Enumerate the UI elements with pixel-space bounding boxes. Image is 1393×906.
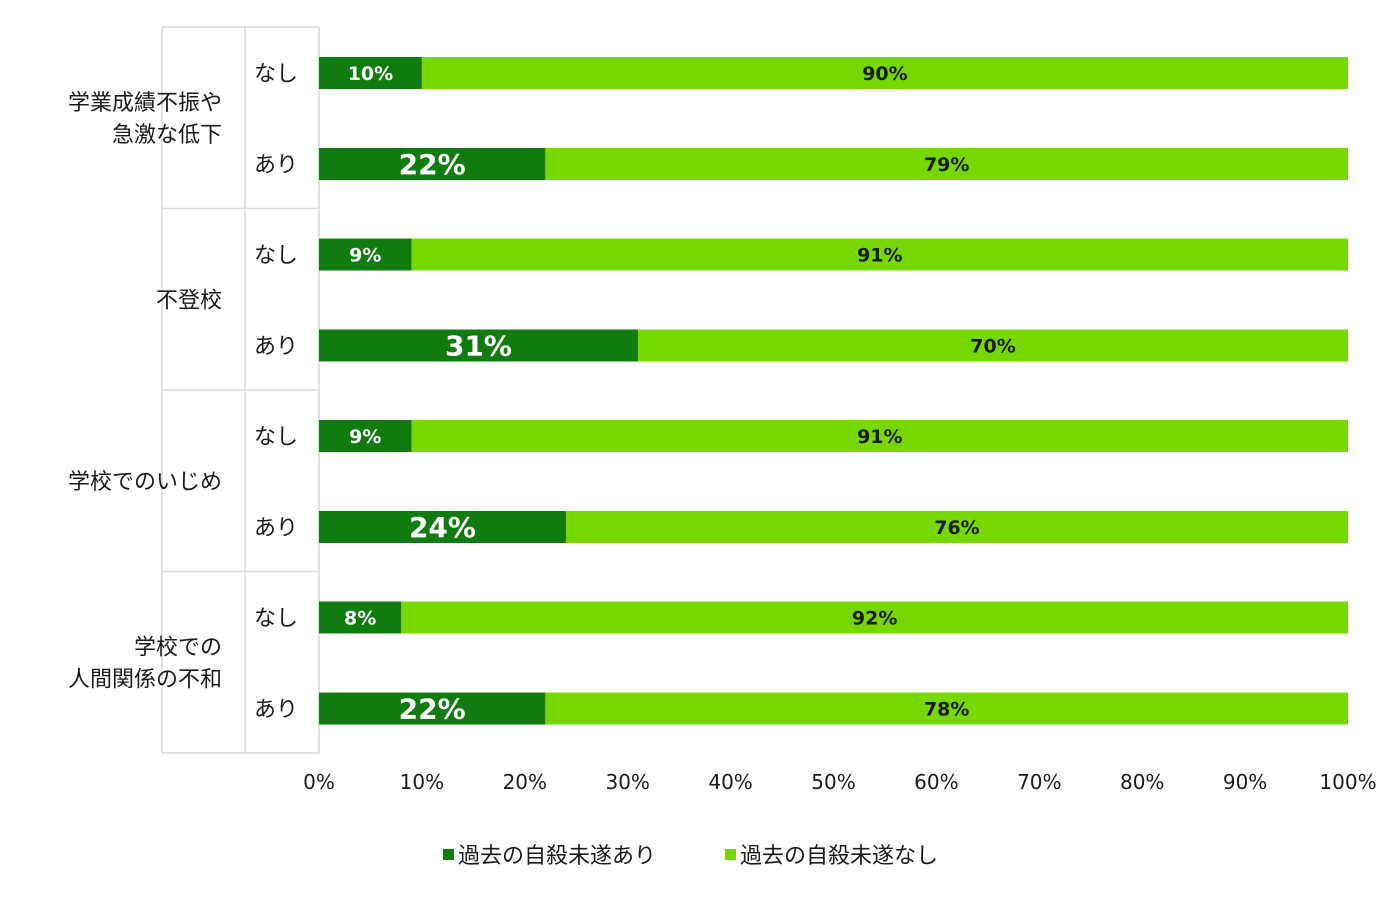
- bar-segment-with-attempt: [319, 511, 566, 543]
- bar-segment-without-attempt: [545, 692, 1348, 725]
- bar-segment-without-attempt: [421, 57, 1348, 89]
- bar-segment-with-attempt: [319, 692, 546, 725]
- data-label: 70%: [970, 336, 1015, 358]
- data-label: 9%: [349, 245, 381, 267]
- data-label: 8%: [344, 608, 376, 630]
- data-label: 91%: [857, 245, 902, 267]
- group-label: 学校での: [134, 635, 222, 660]
- data-label: 91%: [857, 426, 902, 448]
- bar-segment-with-attempt: [319, 329, 638, 362]
- bar-segment-without-attempt: [401, 601, 1348, 634]
- bar-segment-with-attempt: [319, 601, 402, 634]
- bar-segment-without-attempt: [565, 511, 1348, 543]
- group-label: 急激な低下: [112, 123, 222, 148]
- group-label: 学業成績不振や: [68, 91, 222, 116]
- legend-label: 過去の自殺未遂あり: [458, 844, 656, 869]
- data-label: 76%: [934, 517, 979, 539]
- x-tick-label: 90%: [1223, 770, 1267, 794]
- data-label: 31%: [445, 330, 512, 363]
- bar-segment-without-attempt: [411, 420, 1348, 452]
- row-label: なし: [254, 425, 298, 450]
- row-label: あり: [254, 516, 298, 541]
- legend-swatch: [443, 849, 454, 860]
- data-label: 10%: [348, 63, 393, 85]
- x-tick-label: 10%: [400, 770, 444, 794]
- row-label: あり: [254, 153, 298, 178]
- data-label: 92%: [852, 608, 897, 630]
- legend-swatch: [725, 849, 736, 860]
- bar-segment-with-attempt: [319, 57, 422, 89]
- data-label: 90%: [862, 63, 907, 85]
- bar-segment-without-attempt: [411, 238, 1348, 271]
- row-label: なし: [254, 607, 298, 632]
- data-label: 22%: [399, 148, 466, 181]
- row-label: なし: [254, 244, 298, 269]
- data-label: 78%: [924, 699, 969, 721]
- row-label: なし: [254, 62, 298, 87]
- legend-label: 過去の自殺未遂なし: [740, 844, 938, 869]
- x-tick-label: 70%: [1017, 770, 1061, 794]
- data-label: 79%: [924, 154, 969, 176]
- group-label: 学校でのいじめ: [68, 470, 222, 495]
- row-label: あり: [254, 335, 298, 360]
- data-label: 22%: [399, 693, 466, 726]
- x-tick-label: 30%: [605, 770, 649, 794]
- x-tick-label: 40%: [708, 770, 752, 794]
- x-tick-label: 100%: [1319, 770, 1376, 794]
- x-tick-label: 80%: [1120, 770, 1164, 794]
- group-label: 人間関係の不和: [68, 667, 222, 692]
- bar-segment-with-attempt: [319, 238, 412, 271]
- row-label: あり: [254, 698, 298, 723]
- x-tick-label: 50%: [811, 770, 855, 794]
- x-tick-label: 0%: [303, 770, 335, 794]
- data-label: 9%: [349, 426, 381, 448]
- x-tick-label: 60%: [914, 770, 958, 794]
- bar-segment-with-attempt: [319, 420, 412, 452]
- bar-segment-with-attempt: [319, 148, 546, 180]
- bar-segment-without-attempt: [637, 329, 1348, 362]
- data-label: 24%: [409, 511, 476, 544]
- group-label: 不登校: [156, 288, 222, 313]
- bar-segment-without-attempt: [545, 148, 1348, 180]
- x-tick-label: 20%: [503, 770, 547, 794]
